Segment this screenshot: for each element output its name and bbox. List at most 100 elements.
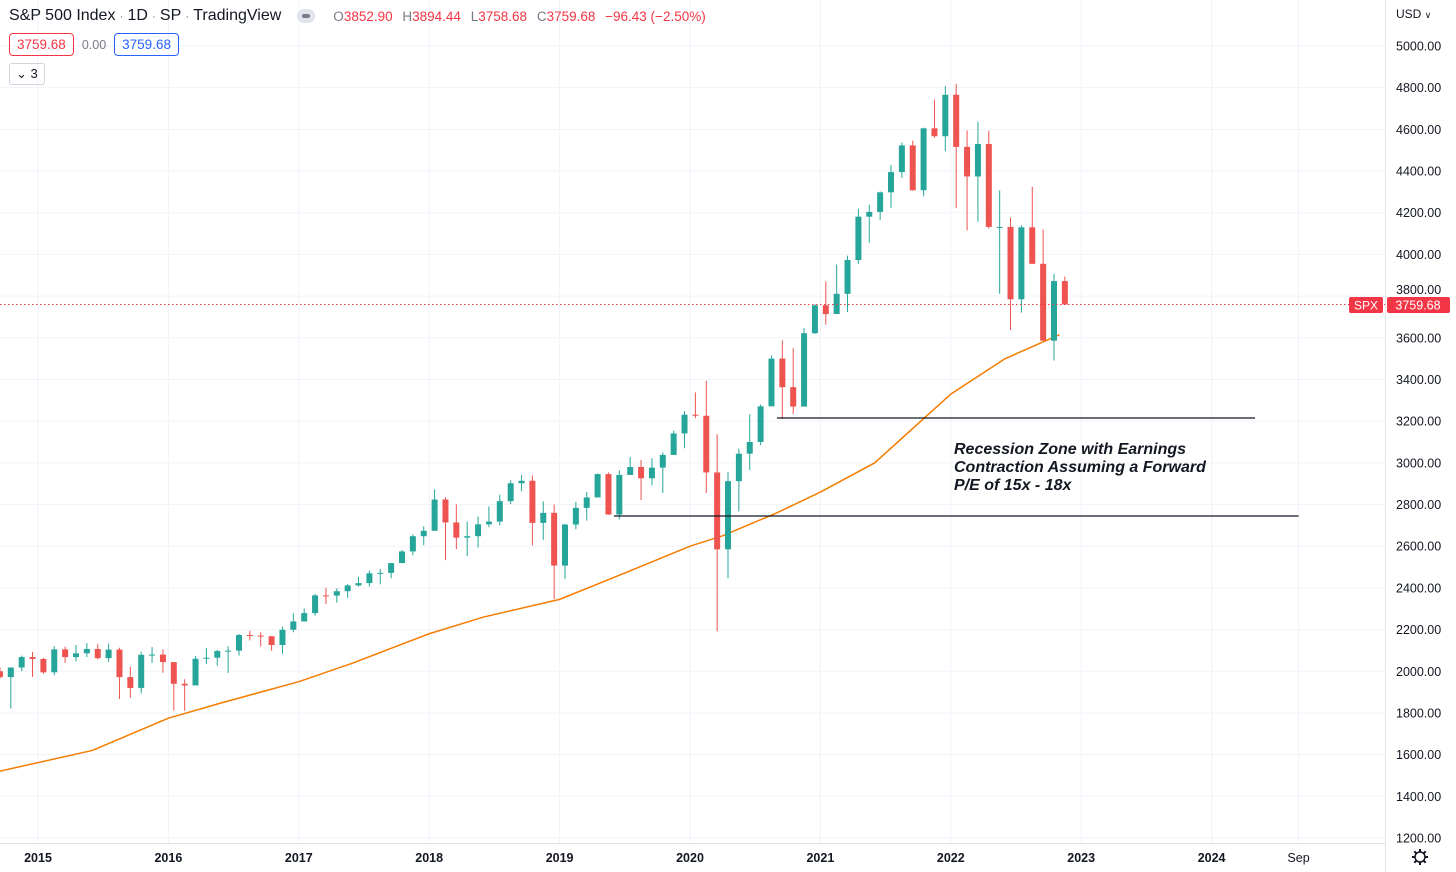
price-tick-label: 4200.00 [1396, 206, 1441, 220]
spread: 0.00 [81, 37, 107, 52]
price-tick-label: 1800.00 [1396, 706, 1441, 720]
candle-body [83, 648, 90, 654]
price-tick-label: 3400.00 [1396, 373, 1441, 387]
candle-body [453, 522, 460, 538]
candle-body [377, 572, 384, 574]
sell-price-button[interactable]: 3759.68 [9, 33, 74, 56]
time-tick-label: 2015 [24, 851, 52, 865]
candle-body [442, 499, 449, 523]
candle-body [301, 613, 308, 622]
data-source: TradingView [193, 7, 282, 24]
candle-body [964, 146, 971, 177]
price-tick-label: 4000.00 [1396, 248, 1441, 262]
indicators-toggle-button[interactable]: ⌄ 3 [9, 63, 45, 85]
candle-body [746, 441, 753, 454]
price-tick-label: 2400.00 [1396, 581, 1441, 595]
price-tick-label: 3200.00 [1396, 415, 1441, 429]
time-tick-label: 2020 [676, 851, 704, 865]
candle-body [40, 658, 47, 673]
chevron-down-icon: ∨ [1424, 10, 1432, 20]
candle-body [507, 483, 514, 502]
last-price-labels: SPX 3759.68 [1349, 297, 1450, 313]
time-tick-label: 2019 [546, 851, 574, 865]
candle-body [127, 677, 134, 688]
candle-body [322, 595, 329, 597]
candle-body [138, 654, 145, 688]
candle-body [790, 387, 797, 407]
candle-body [170, 662, 177, 684]
candle-body [572, 507, 579, 525]
candle-body [1018, 227, 1025, 300]
price-axis[interactable] [1385, 0, 1456, 872]
candle-body [192, 658, 199, 686]
candle-body [942, 94, 949, 137]
grid [0, 0, 1385, 843]
candle-body [562, 524, 568, 566]
collapse-legend-icon[interactable] [297, 9, 316, 23]
candle-body [214, 651, 221, 658]
candle-body [475, 524, 482, 537]
candle-body [627, 467, 634, 475]
candle-body [1040, 263, 1047, 341]
price-tick-label: 1600.00 [1396, 748, 1441, 762]
candle-body [18, 657, 25, 668]
candle-body [833, 293, 840, 315]
candle-body [279, 629, 286, 645]
chevron-down-icon: ⌄ [16, 66, 27, 81]
time-tick-label: 2016 [154, 851, 182, 865]
levels [613, 417, 1299, 517]
candle-body [583, 497, 590, 508]
legend-header[interactable]: S&P 500 Index · 1D · SP · TradingView O3852… [9, 7, 712, 25]
candle-body [714, 472, 721, 550]
price-tick-label: 4400.00 [1396, 165, 1441, 179]
interval[interactable]: 1D [127, 7, 148, 24]
candle-body [909, 145, 916, 191]
candle-body [312, 595, 319, 614]
settings-gear-icon[interactable] [1412, 849, 1428, 865]
candle-body [605, 474, 612, 515]
chart-annotation[interactable]: Recession Zone with Earnings Contraction… [954, 441, 1206, 494]
candle-body [1061, 281, 1068, 305]
candle-body [801, 333, 808, 407]
candle-body [920, 128, 927, 191]
candle-body [529, 480, 536, 523]
candle-body [594, 474, 601, 498]
candle-body [388, 563, 395, 573]
time-axis-ticks: 2015 2016 2017 2018 2019 2020 2021 2022 2023 2024… [24, 851, 1310, 865]
candle-body [236, 634, 242, 651]
candle-body [822, 305, 829, 315]
low-value: 3758.68 [478, 8, 528, 24]
candle-body [779, 358, 786, 388]
price-tick-label: 1400.00 [1396, 790, 1441, 804]
candle-body [257, 635, 264, 637]
candle-body [485, 521, 492, 525]
candle-body [431, 499, 438, 531]
price-tick-label: 1200.00 [1396, 831, 1441, 845]
candle-body [116, 649, 123, 678]
candle-body [290, 621, 297, 630]
candle-body [768, 358, 775, 407]
moving-average [0, 333, 1060, 772]
high-value: 3894.44 [412, 8, 461, 24]
candle-body [399, 551, 405, 564]
candle-body [203, 657, 210, 659]
buy-price-button[interactable]: 3759.68 [114, 33, 179, 56]
candle-body [974, 143, 981, 177]
close-value: 3759.68 [546, 8, 596, 24]
last-price-box [1387, 297, 1450, 313]
candle-body [29, 657, 36, 659]
candle-body [648, 467, 655, 479]
symbol-name[interactable]: S&P 500 Index [9, 7, 116, 24]
candle-body [757, 406, 764, 442]
candle-body [953, 94, 960, 147]
currency-selector[interactable]: USD ∨ [1396, 7, 1432, 21]
candle-body [518, 480, 525, 484]
price-tick-label: 2600.00 [1396, 540, 1441, 554]
candle-body [268, 636, 275, 645]
candle-body [7, 667, 14, 678]
candle-body [0, 671, 3, 678]
time-axis[interactable] [0, 843, 1456, 872]
last-price-label: 3759.68 [1395, 299, 1440, 313]
candle-body [638, 467, 645, 479]
